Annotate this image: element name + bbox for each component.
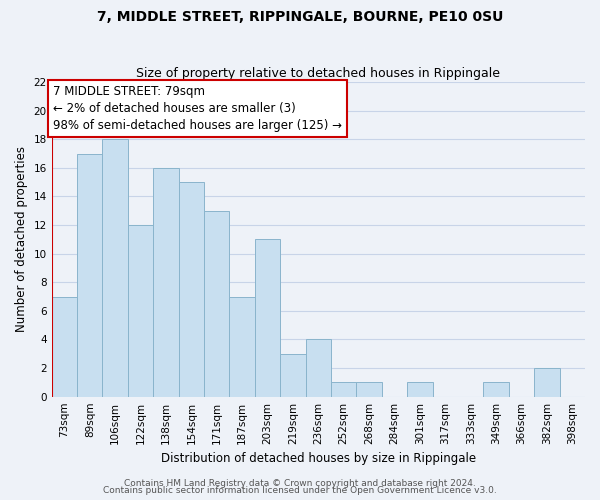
Bar xyxy=(77,154,103,396)
Bar xyxy=(255,240,280,396)
X-axis label: Distribution of detached houses by size in Rippingale: Distribution of detached houses by size … xyxy=(161,452,476,465)
Bar xyxy=(128,225,153,396)
Bar xyxy=(534,368,560,396)
Bar xyxy=(331,382,356,396)
Bar xyxy=(407,382,433,396)
Bar xyxy=(153,168,179,396)
Bar xyxy=(356,382,382,396)
Text: 7, MIDDLE STREET, RIPPINGALE, BOURNE, PE10 0SU: 7, MIDDLE STREET, RIPPINGALE, BOURNE, PE… xyxy=(97,10,503,24)
Bar xyxy=(305,340,331,396)
Bar xyxy=(280,354,305,397)
Bar xyxy=(204,211,229,396)
Bar xyxy=(52,296,77,396)
Y-axis label: Number of detached properties: Number of detached properties xyxy=(15,146,28,332)
Bar xyxy=(179,182,204,396)
Text: Contains public sector information licensed under the Open Government Licence v3: Contains public sector information licen… xyxy=(103,486,497,495)
Bar xyxy=(103,140,128,396)
Title: Size of property relative to detached houses in Rippingale: Size of property relative to detached ho… xyxy=(136,66,500,80)
Text: Contains HM Land Registry data © Crown copyright and database right 2024.: Contains HM Land Registry data © Crown c… xyxy=(124,478,476,488)
Text: 7 MIDDLE STREET: 79sqm
← 2% of detached houses are smaller (3)
98% of semi-detac: 7 MIDDLE STREET: 79sqm ← 2% of detached … xyxy=(53,85,342,132)
Bar xyxy=(484,382,509,396)
Bar xyxy=(229,296,255,396)
